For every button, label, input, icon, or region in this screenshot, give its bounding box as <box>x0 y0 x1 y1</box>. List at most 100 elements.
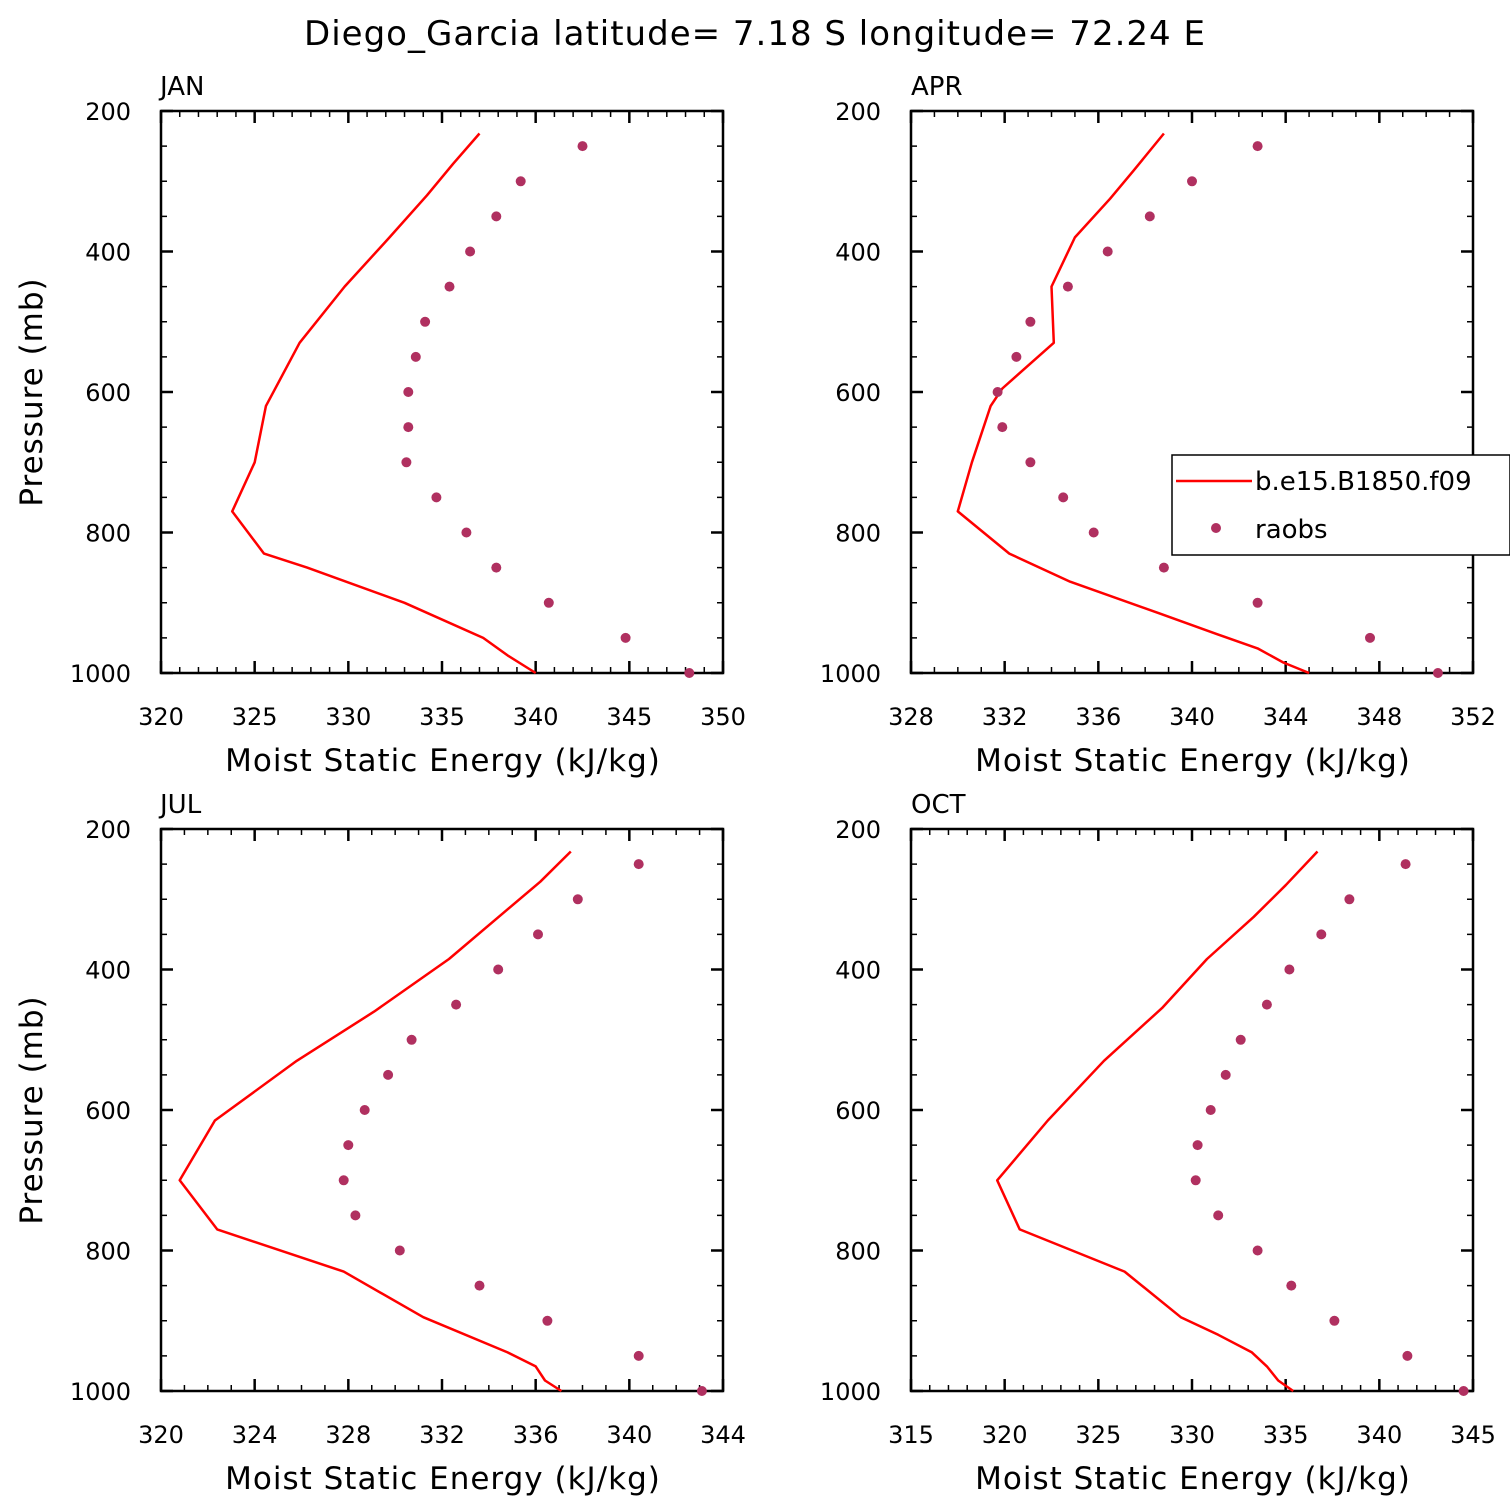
x-tick-label: 315 <box>888 1421 934 1449</box>
raobs-point <box>343 1140 354 1151</box>
raobs-point <box>1190 1175 1201 1186</box>
legend-dot-swatch <box>1211 523 1221 533</box>
raobs-point <box>491 562 502 573</box>
panel-jul: JUL Moist Static Energy (kJ/kg) Pressure… <box>14 790 746 1497</box>
model-series-line <box>178 850 572 1393</box>
y-tick-label: 600 <box>85 379 131 407</box>
y-tick-label: 1000 <box>70 660 131 688</box>
y-tick-label: 800 <box>85 520 131 548</box>
panel-oct: OCT Moist Static Energy (kJ/kg) 315 320 32… <box>820 790 1496 1497</box>
x-axis-label: Moist Static Energy (kJ/kg) <box>975 1461 1411 1497</box>
panel-label: APR <box>911 72 963 102</box>
x-tick-label: 344 <box>1263 703 1309 731</box>
raobs-point <box>1205 1105 1216 1115</box>
y-tick-label: 800 <box>835 520 881 548</box>
y-tick-label: 600 <box>85 1097 131 1125</box>
y-axis-label: Pressure (mb) <box>14 995 50 1224</box>
x-tick-label: 332 <box>982 703 1028 731</box>
x-tick-label: 320 <box>138 1421 184 1449</box>
y-tick-label: 600 <box>835 1097 881 1125</box>
raobs-point <box>1252 141 1263 152</box>
x-tick-label: 340 <box>1169 703 1215 731</box>
raobs-point <box>359 1105 370 1115</box>
raobs-point <box>515 176 526 187</box>
x-tick-label: 344 <box>700 1421 746 1449</box>
raobs-point <box>633 1350 644 1361</box>
raobs-point <box>577 141 588 152</box>
raobs-point <box>1158 562 1169 573</box>
panel-label: JAN <box>158 72 204 102</box>
raobs-point <box>1011 351 1022 362</box>
raobs-point <box>1192 1140 1203 1151</box>
y-tick-label: 800 <box>85 1238 131 1266</box>
x-tick-label: 320 <box>138 703 184 731</box>
raobs-point <box>1252 1245 1263 1256</box>
x-tick-label: 348 <box>1356 703 1402 731</box>
y-tick-label: 200 <box>85 816 131 844</box>
raobs-point <box>633 859 644 870</box>
raobs-point <box>394 1245 405 1256</box>
panel-jan: JAN Moist Static Energy (kJ/kg) Pressure… <box>14 72 746 779</box>
x-tick-label: 332 <box>419 1421 465 1449</box>
raobs-point <box>1286 1280 1297 1291</box>
y-tick-label: 400 <box>835 957 881 985</box>
plot-area: 328 332 336 340 344 348 352 200 400 600 800 1000 <box>820 98 1496 731</box>
raobs-point <box>410 351 421 362</box>
raobs-point <box>1261 999 1272 1010</box>
x-tick-label: 328 <box>888 703 934 731</box>
y-tick-label: 600 <box>835 379 881 407</box>
plot-frame <box>159 827 725 1393</box>
raobs-point <box>620 632 631 643</box>
raobs-point <box>403 422 414 433</box>
x-tick-label: 335 <box>1263 1421 1309 1449</box>
raobs-point <box>1284 964 1295 975</box>
x-tick-label: 336 <box>1075 703 1121 731</box>
raobs-point <box>1187 176 1197 187</box>
x-tick-label: 345 <box>1450 1421 1496 1449</box>
plot-frame <box>159 109 725 675</box>
raobs-point <box>465 246 476 257</box>
raobs-point <box>1252 597 1263 608</box>
raobs-point <box>350 1210 361 1221</box>
raobs-point <box>451 999 462 1010</box>
raobs-point <box>1102 246 1113 257</box>
raobs-point <box>1402 1350 1413 1361</box>
x-tick-label: 340 <box>513 703 559 731</box>
raobs-point <box>992 387 1003 397</box>
raobs-point <box>997 422 1008 433</box>
raobs-point <box>543 597 554 608</box>
x-tick-label: 350 <box>700 703 746 731</box>
raobs-point <box>1062 281 1073 292</box>
x-tick-label: 352 <box>1450 703 1496 731</box>
raobs-point <box>493 964 504 975</box>
x-tick-label: 328 <box>325 1421 371 1449</box>
x-tick-label: 320 <box>982 1421 1028 1449</box>
legend: b.e15.B1850.f09 raobs <box>1171 454 1510 556</box>
legend-entry-label: raobs <box>1255 515 1328 545</box>
raobs-point <box>1220 1069 1231 1080</box>
raobs-point <box>1025 457 1036 468</box>
raobs-point <box>461 527 472 538</box>
raobs-point <box>542 1315 553 1326</box>
raobs-point <box>474 1280 485 1291</box>
figure-title: Diego_Garcia latitude= 7.18 S longitude=… <box>304 14 1206 54</box>
x-tick-label: 330 <box>325 703 371 731</box>
x-tick-label: 345 <box>606 703 652 731</box>
y-tick-label: 200 <box>835 816 881 844</box>
raobs-point <box>1144 211 1155 222</box>
raobs-point <box>431 492 442 503</box>
x-tick-label: 325 <box>1075 1421 1121 1449</box>
raobs-point <box>1316 929 1327 940</box>
raobs-point <box>491 211 502 222</box>
x-tick-label: 340 <box>606 1421 652 1449</box>
raobs-point <box>403 387 414 397</box>
y-tick-label: 200 <box>835 98 881 126</box>
plot-area: 320 325 330 335 340 345 350 200 400 600 800 1000 <box>70 98 746 731</box>
panel-apr: APR Moist Static Energy (kJ/kg) 328 332 33… <box>820 72 1496 779</box>
y-tick-label: 1000 <box>820 1378 881 1406</box>
x-axis-label: Moist Static Energy (kJ/kg) <box>225 1461 661 1497</box>
x-tick-label: 336 <box>513 1421 559 1449</box>
plot-frame <box>909 827 1475 1393</box>
y-tick-label: 1000 <box>70 1378 131 1406</box>
